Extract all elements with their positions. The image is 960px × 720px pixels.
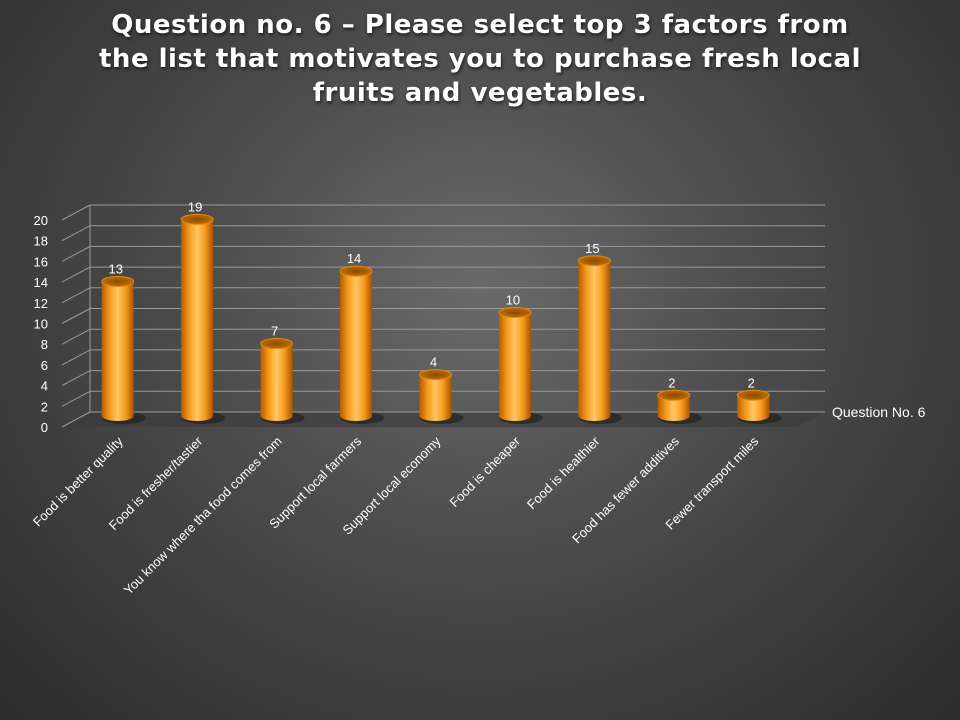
legend-label: Question No. 6 <box>832 404 926 420</box>
bar-body <box>578 260 611 422</box>
bar-top <box>419 369 452 381</box>
y-tick-label: 6 <box>41 358 48 373</box>
bar-body <box>340 271 373 422</box>
gridline-depth <box>61 308 91 324</box>
x-tick-label: You know where tha food comes from <box>121 434 285 598</box>
gridline-depth <box>61 204 91 221</box>
data-label: 10 <box>506 293 520 308</box>
gridline-depth <box>61 411 91 428</box>
x-tick-label: Food is better quality <box>30 433 126 529</box>
y-tick-label: 10 <box>34 317 48 332</box>
bar-top <box>180 213 214 225</box>
bars-layer <box>101 213 782 424</box>
gridline-depth <box>61 328 91 345</box>
bar-top <box>736 389 770 401</box>
x-tick-label: Food is healthier <box>524 433 603 512</box>
bar-body <box>419 374 452 422</box>
bar-1 <box>101 275 146 424</box>
y-tick-label: 20 <box>34 213 48 228</box>
y-tick-label: 4 <box>41 379 48 394</box>
y-tick-label: 18 <box>34 234 48 249</box>
gridline-depth <box>61 245 91 262</box>
gridline-depth <box>61 349 91 366</box>
data-label: 2 <box>668 375 675 390</box>
data-label: 14 <box>347 251 361 266</box>
data-label: 2 <box>748 375 755 390</box>
y-tick-label: 2 <box>41 399 48 414</box>
bar-body <box>657 395 690 422</box>
bar-top <box>339 265 373 277</box>
bar-body <box>101 281 134 421</box>
gridline-depth <box>61 287 91 304</box>
bar-9 <box>736 389 782 424</box>
y-tick-label: 12 <box>34 296 48 311</box>
bar-6 <box>498 307 543 424</box>
data-label: 15 <box>585 241 599 256</box>
bar-2 <box>180 213 226 424</box>
bar-top <box>260 338 294 350</box>
y-tick-label: 14 <box>34 275 48 290</box>
gridline-depth <box>61 390 91 407</box>
bar-top <box>498 307 532 318</box>
gridline-depth <box>61 225 91 242</box>
bar-body <box>498 312 531 422</box>
bar-3 <box>260 338 305 424</box>
y-tick-label: 16 <box>34 254 48 269</box>
gridline-depth <box>61 370 91 387</box>
bar-top <box>577 255 611 267</box>
data-label: 7 <box>271 324 278 339</box>
data-label: 4 <box>430 355 437 370</box>
bar-body <box>737 395 770 422</box>
bar-top <box>657 389 691 401</box>
x-tick-label: Food is cheaper <box>447 433 524 510</box>
bar-top <box>101 275 135 287</box>
chart-title: Question no. 6 – Please select top 3 fac… <box>99 10 861 108</box>
bar-8 <box>657 389 702 424</box>
bar-7 <box>577 255 623 424</box>
y-tick-label: 8 <box>41 337 48 352</box>
gridline-depth <box>61 266 91 283</box>
bar-body <box>260 343 293 422</box>
bar-5 <box>419 369 464 424</box>
bar-body <box>181 219 214 422</box>
data-label: 13 <box>108 261 122 276</box>
labels-layer: 0 2 4 6 8 10 12 14 16 18 20 13 Food is better qualit… <box>30 199 762 597</box>
bar-4 <box>339 265 385 424</box>
data-label: 19 <box>188 199 202 214</box>
y-tick-label: 0 <box>41 420 48 435</box>
